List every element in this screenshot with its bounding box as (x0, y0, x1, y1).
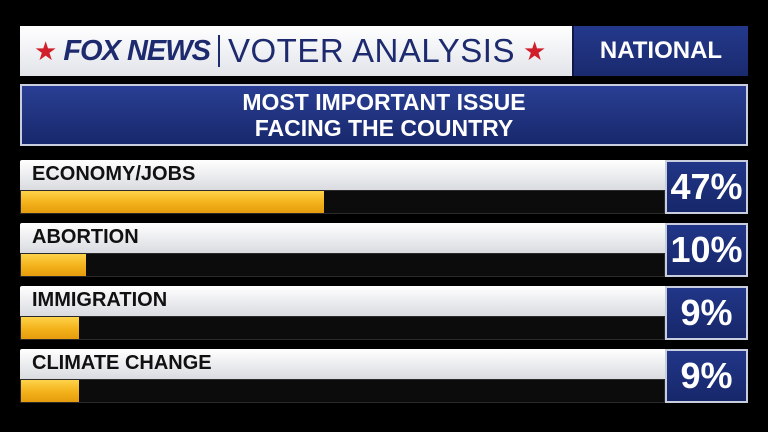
chart-title-line-1: MOST IMPORTANT ISSUE (242, 89, 526, 115)
bar (21, 317, 80, 339)
bar-track (20, 316, 665, 340)
bar-row: ECONOMY/JOBS 47% (20, 160, 748, 214)
bar-category-label: ECONOMY/JOBS (32, 163, 196, 185)
bar-label-strip: CLIMATE CHANGE (20, 349, 665, 379)
bar-label-strip: ABORTION (20, 223, 665, 253)
bar-track (20, 379, 665, 403)
bar-value-label: 47% (665, 160, 748, 214)
chart-title: MOST IMPORTANT ISSUE FACING THE COUNTRY (20, 84, 748, 146)
star-icon: ★ (34, 36, 58, 66)
header-divider (217, 35, 220, 67)
bar-track (20, 190, 665, 214)
bar-track (20, 253, 665, 277)
bar-row: CLIMATE CHANGE 9% (20, 349, 748, 403)
bar-value-label: 9% (665, 349, 748, 403)
bar-label-strip: IMMIGRATION (20, 286, 665, 316)
bar-value-label: 9% (665, 286, 748, 340)
voter-analysis-label: VOTER ANALYSIS (227, 32, 515, 69)
bar-category-label: CLIMATE CHANGE (32, 352, 212, 374)
fox-news-logo: FOX NEWS (63, 34, 211, 67)
bar-row: ABORTION 10% (20, 223, 748, 277)
star-icon: ★ (522, 36, 547, 66)
brand-bar: ★ FOX NEWS VOTER ANALYSIS ★ (20, 26, 572, 76)
region-badge: NATIONAL (572, 26, 748, 76)
bar-category-label: IMMIGRATION (32, 289, 168, 311)
bar (21, 380, 80, 402)
chart-title-line-2: FACING THE COUNTRY (254, 115, 514, 141)
bar (21, 191, 325, 213)
bar (21, 254, 86, 276)
bar-category-label: ABORTION (32, 226, 139, 248)
header-banner: ★ FOX NEWS VOTER ANALYSIS ★ NATIONAL (20, 26, 748, 76)
bar-label-strip: ECONOMY/JOBS (20, 160, 665, 190)
bar-value-label: 10% (665, 223, 748, 277)
bar-row: IMMIGRATION 9% (20, 286, 748, 340)
